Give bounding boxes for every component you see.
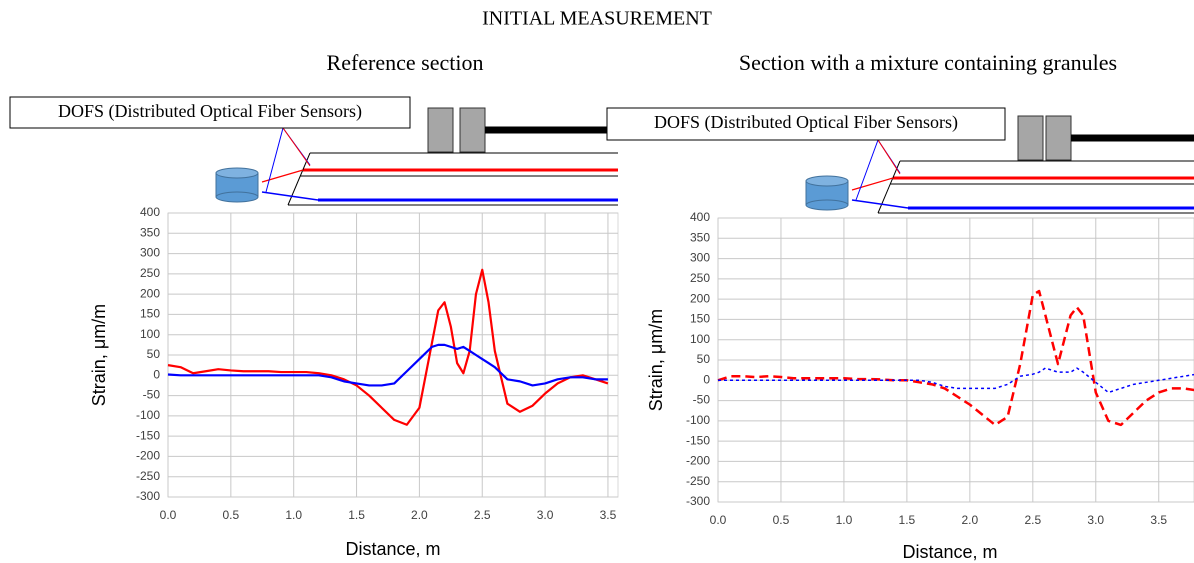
y-tick-label: 350 bbox=[140, 225, 160, 239]
x-tick-label: 1.5 bbox=[348, 508, 365, 522]
x-tick-label: 2.5 bbox=[474, 508, 491, 522]
x-tick-label: 0.5 bbox=[223, 508, 240, 522]
x-tick-label: 3.0 bbox=[1087, 513, 1104, 527]
schematic bbox=[9, 96, 618, 206]
y-tick-label: 300 bbox=[140, 246, 160, 260]
y-tick-label: -200 bbox=[136, 449, 160, 463]
y-axis-label: Strain, μm/m bbox=[89, 304, 109, 406]
x-tick-label: 0.5 bbox=[773, 513, 790, 527]
y-tick-label: 350 bbox=[690, 230, 710, 244]
y-tick-label: 300 bbox=[690, 251, 710, 265]
y-tick-label: -300 bbox=[136, 489, 160, 503]
y-tick-label: 200 bbox=[140, 286, 160, 300]
data-line bbox=[167, 268, 609, 426]
y-tick-label: -250 bbox=[136, 469, 160, 483]
y-tick-label: 0 bbox=[153, 367, 160, 381]
y-tick-label: 250 bbox=[690, 271, 710, 285]
x-tick-label: 3.5 bbox=[1150, 513, 1167, 527]
y-tick-label: 400 bbox=[140, 205, 160, 219]
y-tick-label: -150 bbox=[136, 428, 160, 442]
data-line bbox=[167, 343, 608, 387]
annotation: DOFS (Distributed Optical Fiber Sensors) bbox=[654, 112, 958, 133]
data-line bbox=[718, 367, 1194, 394]
y-tick-label: -300 bbox=[686, 494, 710, 508]
x-tick-label: 1.5 bbox=[899, 513, 916, 527]
y-tick-label: 200 bbox=[690, 291, 710, 305]
y-tick-label: 150 bbox=[690, 312, 710, 326]
x-tick-label: 2.5 bbox=[1024, 513, 1041, 527]
y-tick-label: -250 bbox=[686, 474, 710, 488]
y-tick-label: 400 bbox=[690, 210, 710, 224]
y-tick-label: -200 bbox=[686, 454, 710, 468]
annotation: DOFS (Distributed Optical Fiber Sensors) bbox=[58, 101, 362, 122]
x-tick-label: 1.0 bbox=[285, 508, 302, 522]
schematic bbox=[606, 107, 1194, 214]
x-tick-label: 0.0 bbox=[160, 508, 177, 522]
y-tick-label: -50 bbox=[693, 393, 711, 407]
y-tick-label: -100 bbox=[686, 413, 710, 427]
y-tick-label: 250 bbox=[140, 266, 160, 280]
x-tick-label: 2.0 bbox=[411, 508, 428, 522]
x-tick-label: 2.0 bbox=[962, 513, 979, 527]
figure-title: INITIAL MEASUREMENT bbox=[482, 8, 712, 30]
y-axis-label: Strain, μm/m bbox=[646, 309, 666, 411]
chart-title: Section with a mixture containing granul… bbox=[739, 50, 1117, 75]
y-tick-label: 100 bbox=[140, 327, 160, 341]
x-axis-label: Distance, m bbox=[902, 542, 997, 562]
data-line bbox=[717, 289, 1194, 427]
y-tick-label: -100 bbox=[136, 408, 160, 422]
x-tick-label: 0.0 bbox=[710, 513, 727, 527]
y-tick-label: -150 bbox=[686, 433, 710, 447]
x-axis-label: Distance, m bbox=[345, 539, 440, 559]
y-tick-label: -50 bbox=[143, 388, 161, 402]
y-tick-label: 50 bbox=[697, 352, 711, 366]
y-tick-label: 100 bbox=[690, 332, 710, 346]
y-tick-label: 150 bbox=[140, 307, 160, 321]
y-tick-label: 0 bbox=[703, 372, 710, 386]
y-tick-label: 50 bbox=[147, 347, 161, 361]
chart-title: Reference section bbox=[327, 50, 484, 75]
x-tick-label: 3.0 bbox=[537, 508, 554, 522]
x-tick-label: 3.5 bbox=[600, 508, 617, 522]
x-tick-label: 1.0 bbox=[836, 513, 853, 527]
